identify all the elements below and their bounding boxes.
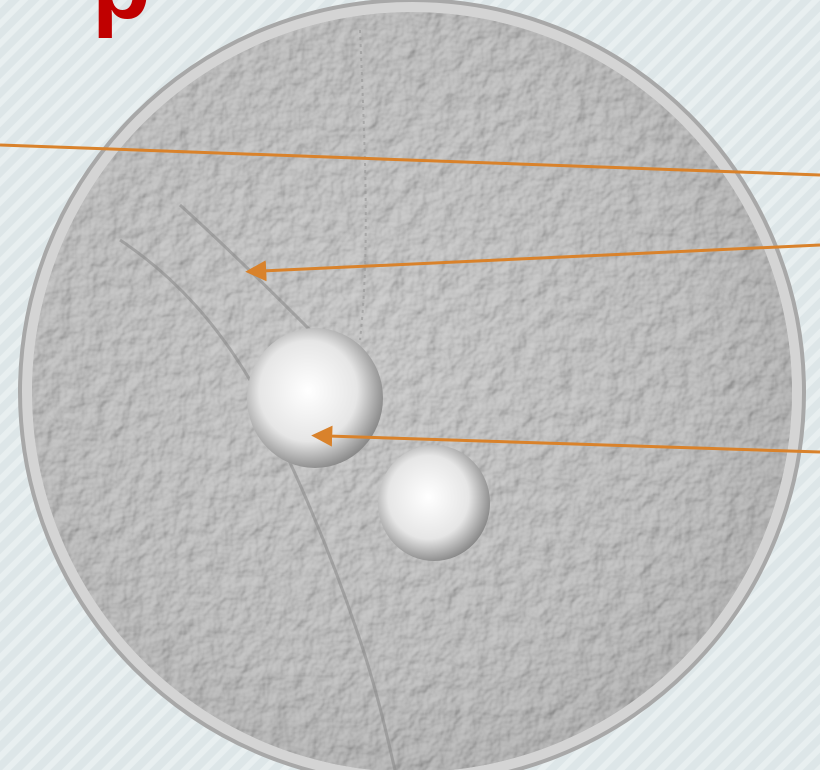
pointer-arrow xyxy=(311,425,820,454)
pointer-line xyxy=(0,143,820,177)
texture xyxy=(32,12,792,770)
colony xyxy=(247,328,383,468)
pointer-arrow xyxy=(245,243,820,282)
colony xyxy=(378,445,490,561)
heading: p xyxy=(92,0,151,39)
